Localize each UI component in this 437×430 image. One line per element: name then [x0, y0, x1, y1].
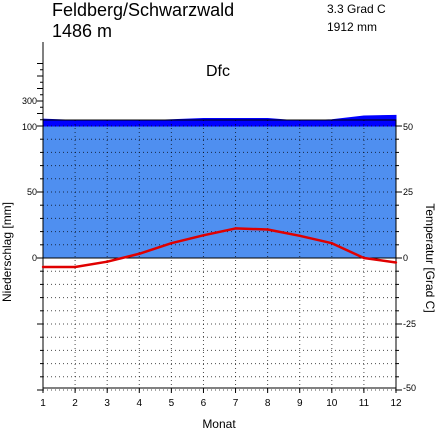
temperature-point: [394, 261, 398, 264]
temperature-point: [170, 242, 173, 245]
x-tick-label-3: 3: [104, 398, 110, 409]
precipitation-above-100-area: [42, 114, 397, 127]
left-tick-label-300: 300: [22, 96, 37, 106]
temperature-point: [41, 265, 45, 269]
x-tick-label-12: 12: [390, 398, 402, 409]
plot-frame: [42, 119, 397, 389]
x-tick-label-7: 7: [233, 398, 239, 409]
right-tick-label-0: 0: [403, 253, 408, 263]
temperature-point: [138, 252, 141, 255]
x-tick-label-10: 10: [326, 398, 338, 409]
x-tick-label-1: 1: [40, 398, 46, 409]
annual-precipitation: 1912 mm: [327, 20, 377, 34]
right-tick-label-minus-25: -25: [403, 319, 416, 329]
temperature-point: [266, 228, 269, 231]
annual-temperature: 3.3 Grad C: [327, 2, 386, 16]
x-tick-label-4: 4: [136, 398, 142, 409]
x-tick-label-6: 6: [201, 398, 207, 409]
right-tick-label-minus-50: -50: [403, 383, 416, 393]
chart-title: Feldberg/Schwarzwald: [52, 0, 234, 20]
temperature-point: [298, 234, 301, 238]
temperature-point: [362, 256, 366, 260]
x-tick-label-2: 2: [72, 398, 78, 409]
left-tick-label-100: 100: [22, 122, 37, 132]
temperature-point: [234, 227, 237, 230]
left-upper-ticks: [37, 63, 43, 127]
right-tick-label-25: 25: [403, 187, 413, 197]
left-tick-label-0: 0: [32, 253, 37, 263]
climate-class: Dfc: [206, 63, 230, 80]
x-tick-labels: 1 2 3 4 5 6 7 8 9 10 11 12: [40, 398, 402, 409]
right-axis-title: Temperatur [Grad C]: [423, 203, 437, 312]
temperature-line: [43, 227, 397, 269]
temperature-points: [41, 227, 398, 269]
x-tick-label-9: 9: [297, 398, 303, 409]
temperature-point: [105, 260, 109, 263]
x-tick-label-11: 11: [359, 398, 370, 409]
temperature-point: [73, 265, 77, 269]
chart-subtitle: 1486 m: [52, 21, 112, 41]
left-ticks: [37, 125, 43, 391]
x-tick-label-8: 8: [265, 398, 271, 409]
temperature-point: [330, 242, 334, 245]
grid: [43, 120, 396, 391]
temperature-point: [202, 234, 205, 237]
left-axis-title: Niederschlag [mm]: [0, 202, 14, 302]
x-tick-label-5: 5: [169, 398, 175, 409]
right-tick-label-50: 50: [403, 122, 413, 132]
left-tick-label-50: 50: [27, 187, 37, 197]
right-ticks: [396, 125, 402, 391]
x-axis-title: Monat: [202, 417, 236, 430]
